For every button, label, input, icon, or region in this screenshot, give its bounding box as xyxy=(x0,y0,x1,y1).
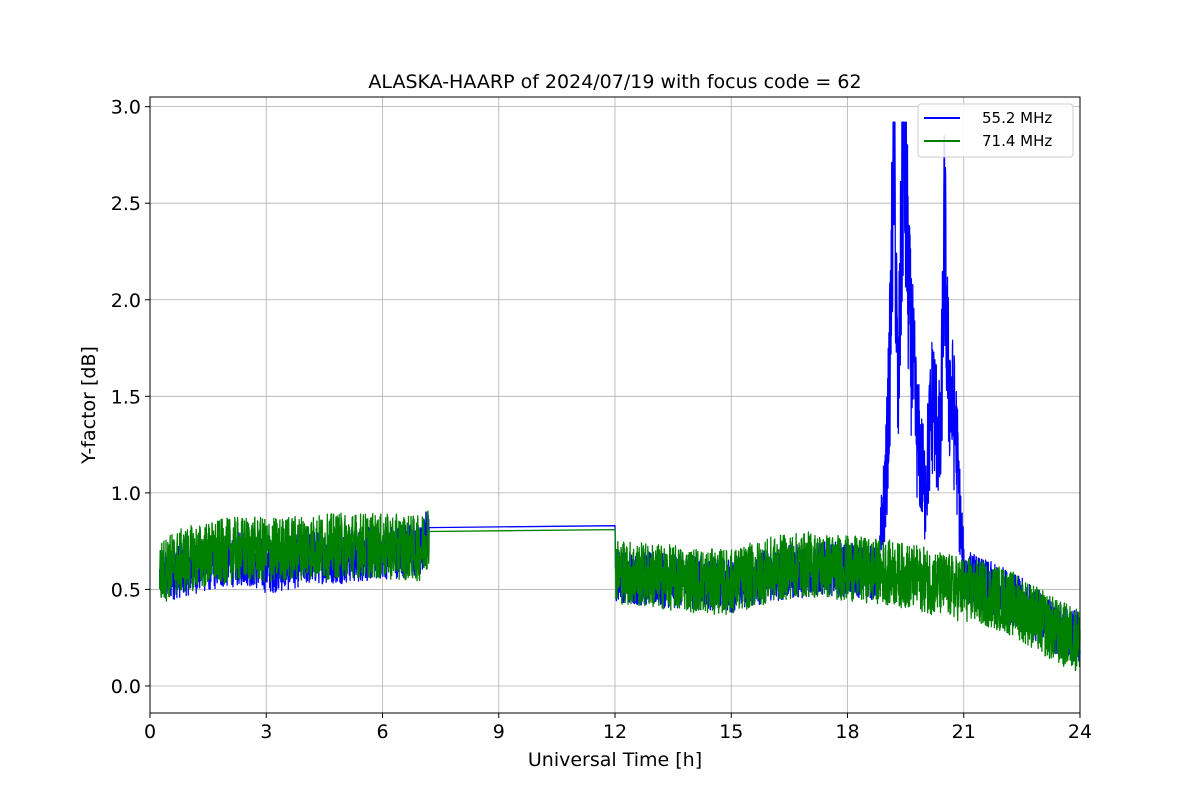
y-tick-label: 0.5 xyxy=(111,579,141,601)
y-tick-label: 0.0 xyxy=(111,676,141,698)
y-tick-label: 1.0 xyxy=(111,483,141,505)
y-axis-label: Y-factor [dB] xyxy=(78,346,100,465)
x-tick-label: 21 xyxy=(952,721,976,743)
y-axis-ticks: 0.0 0.5 1.0 1.5 2.0 2.5 3.0 xyxy=(111,97,150,698)
legend: 55.2 MHz 71.4 MHz xyxy=(917,103,1074,158)
x-tick-label: 6 xyxy=(376,721,388,743)
y-tick-label: 2.0 xyxy=(111,290,141,312)
chart-title: ALASKA-HAARP of 2024/07/19 with focus co… xyxy=(368,71,861,93)
x-tick-label: 24 xyxy=(1068,721,1092,743)
series-line-71-4-mhz xyxy=(159,510,1081,672)
x-tick-label: 12 xyxy=(603,721,627,743)
x-axis-label: Universal Time [h] xyxy=(528,749,702,771)
grid xyxy=(149,97,1081,713)
x-tick-label: 9 xyxy=(493,721,505,743)
legend-label-55-2-mhz: 55.2 MHz xyxy=(982,109,1052,127)
x-axis-ticks: 0 3 6 9 12 15 18 21 24 xyxy=(144,713,1092,743)
x-tick-label: 15 xyxy=(719,721,743,743)
legend-label-71-4-mhz: 71.4 MHz xyxy=(982,132,1052,150)
x-tick-label: 3 xyxy=(260,721,272,743)
y-tick-label: 3.0 xyxy=(111,97,141,119)
y-tick-label: 2.5 xyxy=(111,193,141,215)
y-tick-label: 1.5 xyxy=(111,386,141,408)
x-tick-label: 0 xyxy=(144,721,156,743)
series-group xyxy=(159,121,1081,672)
x-tick-label: 18 xyxy=(835,721,859,743)
